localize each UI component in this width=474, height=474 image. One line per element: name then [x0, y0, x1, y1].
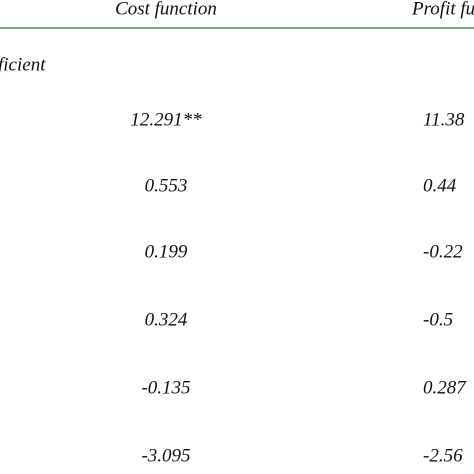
table-cell: 0.44 [423, 175, 457, 196]
table-cell: 0.287 [423, 377, 467, 398]
header-cell: Cost function [115, 0, 217, 19]
table-cell: 12.291** [130, 109, 202, 130]
table-cell: 0.199 [145, 241, 188, 262]
table-cell: 0.324 [145, 309, 188, 330]
section-label: ficient [0, 54, 46, 75]
table-cell: -2.56 [423, 445, 463, 466]
table-cell: -0.135 [141, 377, 190, 398]
table-cell: 0.553 [145, 175, 188, 196]
table-cell: 11.38 [423, 109, 465, 130]
table-cell: -0.5 [423, 309, 453, 330]
table-cell: -3.095 [141, 445, 190, 466]
table-cell: -0.22 [423, 241, 463, 262]
header-cell: Profit fun [411, 0, 474, 19]
